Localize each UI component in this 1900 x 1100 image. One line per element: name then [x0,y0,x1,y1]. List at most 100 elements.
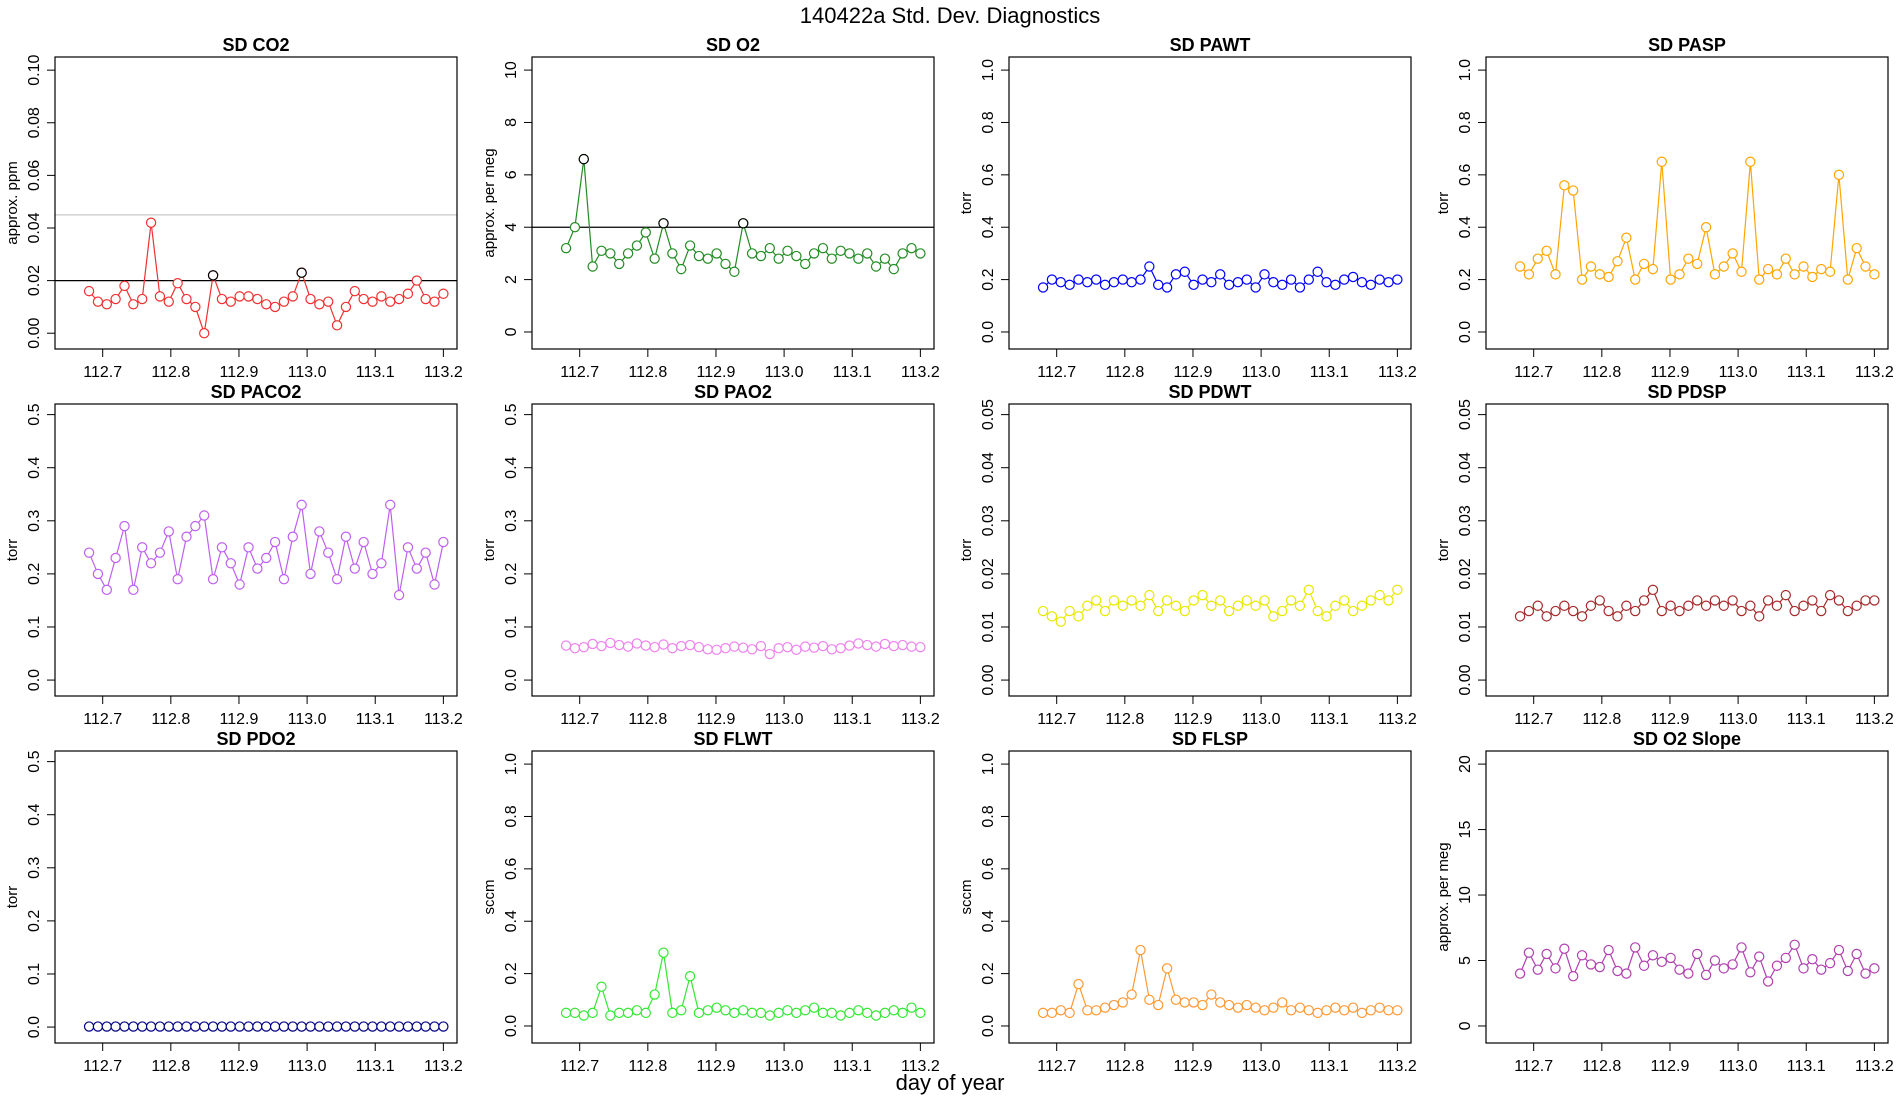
data-point [1771,960,1783,971]
data-point [649,253,660,264]
data-point [411,1021,422,1032]
data-point [1550,269,1561,280]
y-tick-label: 0.10 [26,54,43,85]
data-point [234,579,245,590]
data-point [1514,611,1526,622]
data-point [145,1021,157,1032]
x-tick-label: 112.8 [1105,1058,1144,1075]
data-point [278,574,290,585]
data-point [729,641,740,652]
data-point [1789,605,1800,617]
data-point [331,574,343,585]
data-point [764,648,775,660]
data-point [1321,611,1332,622]
data-point [429,296,440,307]
data-point [1523,269,1535,280]
data-point [614,1007,625,1019]
data-point [261,1021,272,1032]
data-point [349,1021,360,1032]
panel: SD PDSP torr 112.7 112.8 112.9 113.0 113.1 113.… [1435,382,1894,728]
x-tick-label: 113.2 [1855,711,1894,728]
x-tick-label: 112.8 [151,1058,190,1075]
data-point [773,643,784,654]
data-point [1259,269,1270,280]
x-tick-label: 113.2 [1855,1058,1894,1075]
data-point [1294,600,1306,611]
data-point [1594,269,1605,280]
data-point [163,296,174,307]
data-point [1780,952,1791,964]
data-point [596,640,607,652]
data-point [1727,248,1738,259]
data-point [1762,976,1774,987]
data-point [1392,1005,1403,1016]
y-tick-label: 1.0 [980,59,997,81]
data-point [676,263,687,275]
panel-title: SD FLSP [1172,729,1248,749]
y-tick-label: 0.04 [26,212,43,243]
x-tick-label: 113.2 [901,364,940,381]
y-tick-label: 5 [1457,956,1474,965]
x-tick-label: 112.8 [1582,1058,1621,1075]
data-point [1374,1002,1385,1013]
data-point [261,299,272,310]
data-point [1268,611,1279,622]
y-tick-label: 0.2 [26,563,43,585]
x-tick-label: 113.0 [1719,1058,1758,1075]
data-point [1621,232,1632,243]
data-point [1312,1007,1323,1019]
data-point [1153,999,1164,1011]
data-point [1851,600,1862,611]
data-point [1603,944,1614,956]
data-point [1073,611,1084,622]
data-point [1153,279,1164,291]
data-point [1144,589,1155,601]
x-tick-label: 112.8 [1582,711,1621,728]
data-point [888,263,900,275]
y-tick-label: 0.2 [980,268,997,290]
y-axis-label: torr [1435,539,1452,562]
data-point [746,1007,758,1019]
data-point [676,640,687,652]
data-point [1700,969,1712,981]
data-point [1091,274,1102,285]
data-point [1771,600,1783,611]
data-point [631,1005,643,1016]
data-point [323,547,334,558]
x-tick-label: 113.0 [288,1058,327,1075]
y-tick-label: 0.5 [26,403,43,425]
y-tick-label: 0.1 [26,616,43,638]
data-point [826,644,837,655]
x-tick-label: 113.1 [1310,711,1349,728]
data-point [1091,1005,1102,1016]
data-point [1161,963,1173,974]
data-point [853,638,864,649]
data-point [1374,274,1385,285]
data-point [835,245,846,256]
data-point [658,947,669,958]
x-tick-label: 112.9 [220,711,259,728]
data-point [693,1007,705,1019]
data-point [243,542,254,553]
data-point [1197,274,1208,285]
data-point [1727,595,1738,606]
data-point [1330,279,1341,291]
y-tick-label: 0.4 [980,216,997,238]
x-tick-label: 112.8 [151,364,190,381]
y-tick-label: 0.6 [503,858,520,880]
data-point [1754,951,1765,962]
data-point [870,641,882,652]
panel-title: SD PAO2 [694,382,772,402]
data-point [844,640,855,651]
data-point [1541,948,1552,960]
panel: SD O2 Slope approx. per meg 112.7 112.8 112.… [1435,729,1894,1075]
data-point [261,552,272,564]
data-point [1188,997,1199,1008]
data-point [1630,942,1641,953]
data-point [1594,595,1605,606]
data-point [420,1021,431,1032]
data-point [862,248,873,259]
data-point [145,558,157,569]
data-point [1135,600,1146,611]
data-point [1170,600,1182,611]
